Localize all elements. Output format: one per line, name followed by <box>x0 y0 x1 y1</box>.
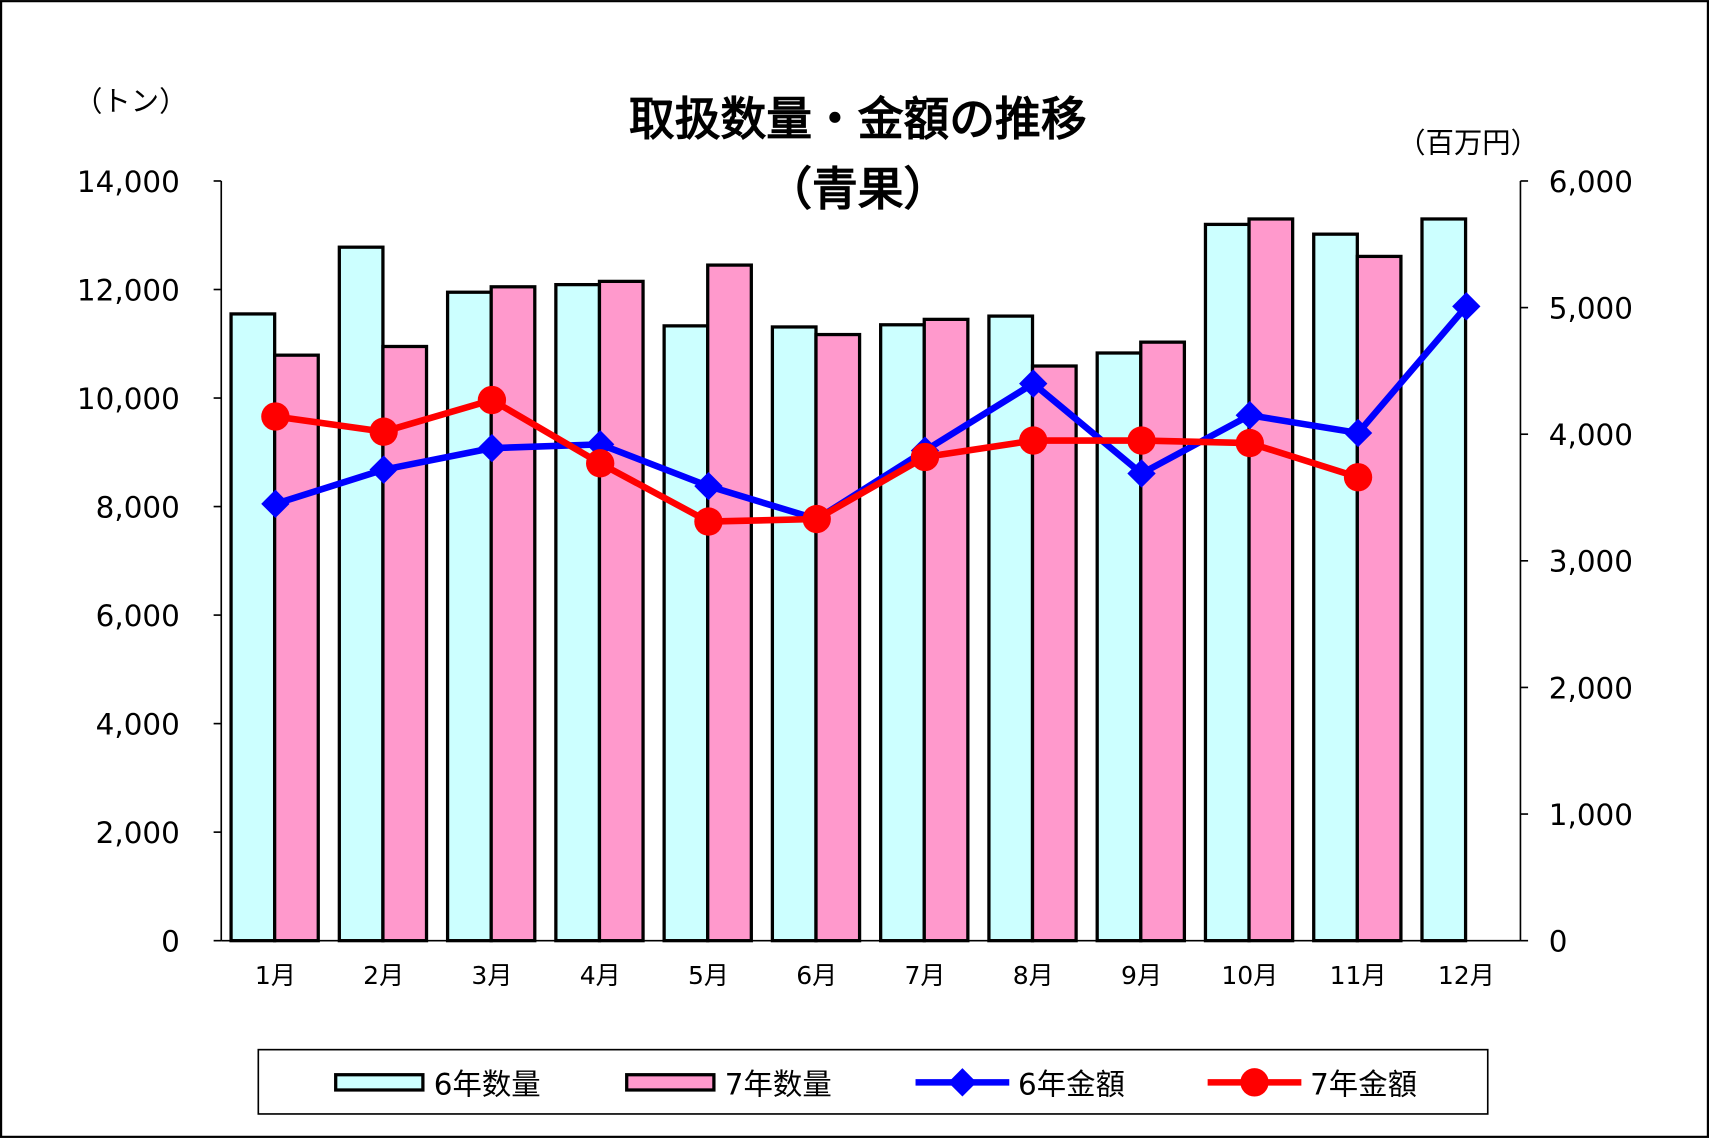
x-tick-label: 5月 <box>688 961 729 990</box>
point-6年金額-8月 <box>1019 369 1048 398</box>
legend-label: 7年金額 <box>1310 1067 1417 1101</box>
right-tick-label: 2,000 <box>1549 671 1633 705</box>
right-tick-label: 6,000 <box>1549 165 1633 199</box>
legend: 6年数量 7年数量 6年金額 7年金額 <box>257 1048 1489 1115</box>
left-tick-label: 2,000 <box>96 816 180 850</box>
bar-7年数量-8月 <box>1030 364 1078 943</box>
legend-swatch-7年数量 <box>625 1073 716 1092</box>
x-tick-label: 6月 <box>796 961 837 990</box>
bar-7年数量-6月 <box>814 332 862 943</box>
x-tick-label: 1月 <box>255 961 296 990</box>
point-6年金額-10月 <box>1235 401 1264 430</box>
left-tick-label: 4,000 <box>96 708 180 742</box>
point-7年金額-5月 <box>694 507 723 536</box>
point-7年金額-8月 <box>1019 426 1048 455</box>
bar-7年数量-4月 <box>597 279 645 943</box>
point-7年金額-1月 <box>261 402 290 431</box>
left-tick-label: 8,000 <box>96 490 180 524</box>
x-tick-label: 12月 <box>1438 961 1495 990</box>
x-tick-label: 11月 <box>1330 961 1387 990</box>
right-tick-label: 1,000 <box>1549 798 1633 832</box>
left-tick-label: 0 <box>161 925 180 959</box>
bar-7年数量-2月 <box>381 344 429 943</box>
bar-6年数量-6月 <box>770 325 818 943</box>
bar-6年数量-2月 <box>337 245 385 943</box>
x-tick-label: 4月 <box>580 961 621 990</box>
legend-label: 6年金額 <box>1018 1067 1125 1101</box>
bar-6年数量-7月 <box>879 323 926 943</box>
right-axis-unit: （百万円） <box>1397 127 1539 160</box>
x-tick-label: 2月 <box>363 961 404 990</box>
left-axis-unit: （トン） <box>74 85 187 118</box>
right-tick-label: 4,000 <box>1549 418 1633 452</box>
right-tick-label: 3,000 <box>1549 545 1633 579</box>
x-tick-label: 9月 <box>1121 961 1162 990</box>
point-6年金額-11月 <box>1343 418 1373 448</box>
bar-7年数量-10月 <box>1247 217 1295 943</box>
right-tick-label: 0 <box>1549 925 1568 959</box>
left-tick-label: 14,000 <box>77 165 180 199</box>
point-7年金額-3月 <box>477 385 507 415</box>
point-6年金額-5月 <box>694 471 723 501</box>
chart-subtitle: （青果） <box>766 163 949 216</box>
bar-7年数量-1月 <box>273 353 320 943</box>
legend-label: 7年数量 <box>725 1067 832 1101</box>
x-tick-label: 8月 <box>1013 961 1054 990</box>
x-tick-label: 10月 <box>1221 961 1278 990</box>
point-6年金額-9月 <box>1127 459 1156 488</box>
point-7年金額-9月 <box>1127 426 1156 455</box>
bar-6年数量-10月 <box>1203 222 1251 943</box>
x-tick-label: 7月 <box>904 961 945 990</box>
point-7年金額-11月 <box>1343 463 1373 492</box>
left-tick-label: 10,000 <box>77 382 180 416</box>
point-7年金額-10月 <box>1235 428 1264 458</box>
point-7年金額-6月 <box>802 504 831 534</box>
point-7年金額-4月 <box>586 449 615 478</box>
point-7年金額-2月 <box>369 417 398 446</box>
bar-7年数量-7月 <box>922 317 970 943</box>
point-6年金額-2月 <box>369 455 398 484</box>
point-6年金額-3月 <box>477 433 507 463</box>
plot-area: 0 2,000 4,000 6,000 8,000 10,000 12,000 14,000 0… <box>77 165 1633 990</box>
bar-6年数量-4月 <box>554 282 602 943</box>
left-tick-label: 6,000 <box>96 599 180 633</box>
point-7年金額-7月 <box>910 442 940 472</box>
bar-7年数量-5月 <box>706 263 753 943</box>
legend-marker-7年金額 <box>1240 1068 1269 1097</box>
chart-title: 取扱数量・金額の推移 <box>629 93 1087 146</box>
bar-6年数量-12月 <box>1420 217 1468 943</box>
bar-6年数量-5月 <box>662 324 710 943</box>
x-tick-label: 3月 <box>471 961 512 990</box>
legend-swatch-6年数量 <box>334 1073 425 1092</box>
bar-6年数量-11月 <box>1312 232 1359 943</box>
left-tick-label: 12,000 <box>77 273 180 307</box>
bar-7年数量-3月 <box>489 285 537 943</box>
right-tick-label: 5,000 <box>1549 291 1633 325</box>
legend-label: 6年数量 <box>434 1067 541 1101</box>
bar-7年数量-11月 <box>1355 254 1403 943</box>
